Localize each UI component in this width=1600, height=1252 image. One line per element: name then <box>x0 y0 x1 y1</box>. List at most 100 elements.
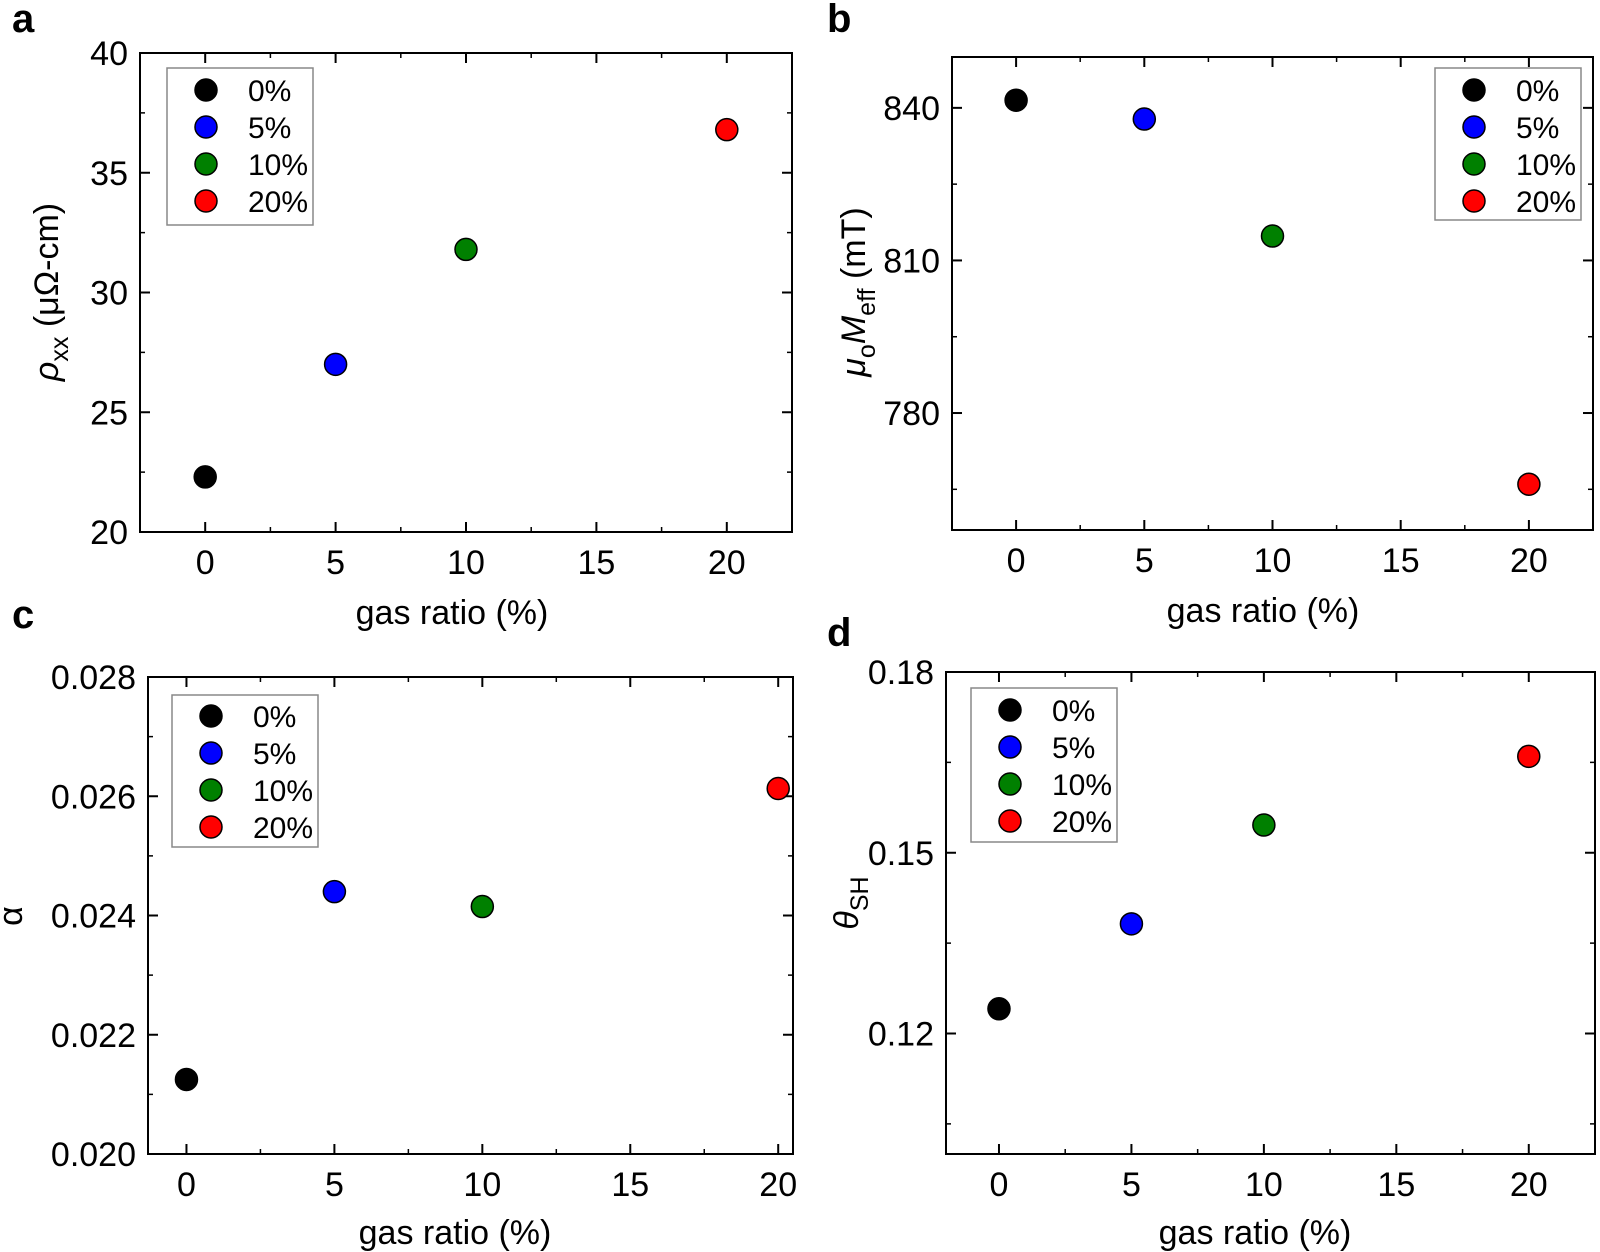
x-tick-label-b-4: 20 <box>1510 542 1548 580</box>
data-point-a-1 <box>323 352 348 377</box>
legend-label-c-1: 5% <box>253 738 296 771</box>
legend-label-a-0: 0% <box>248 75 291 108</box>
y-axis-label-c: α <box>0 906 30 926</box>
points-a <box>193 117 739 489</box>
legend-marker-c-1 <box>199 741 223 765</box>
legend-marker-b-3 <box>1462 189 1486 213</box>
legend-box-c <box>171 694 319 848</box>
x-tick-label-c-0: 0 <box>177 1166 196 1204</box>
legend-box-d <box>970 687 1118 843</box>
y-axis-label-b: μoMeff (mT) <box>835 207 881 377</box>
x-tick-label-c-4: 20 <box>759 1166 797 1204</box>
y-tick-label-c-2: 0.024 <box>51 898 136 936</box>
data-point-a-2 <box>454 237 478 262</box>
x-tick-label-d-3: 15 <box>1377 1166 1415 1204</box>
x-axis-label-b: gas ratio (%) <box>1167 592 1360 630</box>
y-axis-symbol-a: ρ <box>28 362 66 382</box>
y-tick-label-a-0: 20 <box>90 514 128 552</box>
legend-label-b-1: 5% <box>1516 112 1559 145</box>
y-axis-rest-a: (μΩ-cm) <box>28 203 66 337</box>
y-tick-label-c-4: 0.028 <box>51 659 136 697</box>
x-tick-label-b-2: 10 <box>1254 542 1292 580</box>
x-tick-label-a-0: 0 <box>196 544 215 582</box>
legend-marker-c-2 <box>199 778 223 802</box>
data-point-c-0 <box>174 1067 199 1092</box>
x-tick-label-b-0: 0 <box>1007 542 1026 580</box>
x-tick-label-b-3: 15 <box>1382 542 1420 580</box>
y-axis-sub2-b: eff <box>853 288 881 315</box>
legend-marker-a-3 <box>194 189 218 213</box>
legend-label-b-3: 20% <box>1516 186 1576 219</box>
data-point-d-0 <box>987 997 1011 1021</box>
x-tick-label-d-4: 20 <box>1510 1166 1548 1204</box>
panel-letter-a: a <box>12 0 35 41</box>
legend-marker-d-0 <box>998 698 1022 722</box>
y-tick-label-d-0: 0.12 <box>868 1016 934 1054</box>
y-axis-label-a: ρxx (μΩ-cm) <box>28 203 74 382</box>
panel-a: a 0 5 10 15 20 20 25 30 35 40 gas ratio (%) ρxx (… <box>12 0 793 632</box>
y-tick-label-d-2: 0.18 <box>868 654 934 692</box>
y-tick-label-d-1: 0.15 <box>868 835 934 873</box>
legend-label-c-3: 20% <box>253 812 313 845</box>
y-axis-sub-b: o <box>853 344 881 358</box>
data-point-d-3 <box>1517 744 1541 769</box>
legend-marker-a-1 <box>194 115 218 139</box>
y-tick-label-c-1: 0.022 <box>51 1017 136 1055</box>
ticks-c: 0 5 10 15 20 0.020 0.022 0.024 0.026 0.028 <box>51 659 797 1204</box>
panel-d: d 0 5 10 15 20 0.12 0.15 0.18 gas ratio (%) θSH… <box>827 611 1596 1252</box>
x-tick-label-a-2: 10 <box>447 544 485 582</box>
x-tick-label-d-0: 0 <box>990 1166 1009 1204</box>
panel-b: b 0 5 10 15 20 780 810 840 gas ratio (%) μoMeff… <box>827 0 1594 630</box>
legend-label-c-0: 0% <box>253 701 296 734</box>
legend-c: 0% 5% 10% 20% <box>171 694 319 848</box>
panel-letter-c: c <box>12 593 34 637</box>
x-axis-label-c: gas ratio (%) <box>359 1214 552 1252</box>
y-axis-label-d: θSH <box>828 876 874 929</box>
y-axis-symbol2-b: M <box>835 315 873 344</box>
legend-marker-a-0 <box>194 78 218 102</box>
legend-a: 0% 5% 10% 20% <box>166 67 314 226</box>
data-point-c-3 <box>766 776 790 801</box>
legend-box-a <box>166 67 314 226</box>
y-axis-symbol-b: μ <box>835 358 873 378</box>
panel-c: c 0 5 10 15 20 0.020 0.022 0.024 0.026 0.028 gas … <box>0 593 797 1252</box>
legend-label-b-2: 10% <box>1516 149 1576 182</box>
x-tick-label-c-1: 5 <box>325 1166 344 1204</box>
x-tick-label-c-3: 15 <box>611 1166 649 1204</box>
legend-marker-b-1 <box>1462 115 1486 139</box>
legend-label-c-2: 10% <box>253 775 313 808</box>
y-axis-symbol-c: α <box>0 906 30 926</box>
legend-label-a-2: 10% <box>248 149 308 182</box>
x-axis-label-a: gas ratio (%) <box>356 594 549 632</box>
legend-label-b-0: 0% <box>1516 75 1559 108</box>
x-tick-label-d-2: 10 <box>1245 1166 1283 1204</box>
legend-marker-d-2 <box>998 772 1022 796</box>
x-tick-label-a-3: 15 <box>577 544 615 582</box>
x-tick-label-b-1: 5 <box>1135 542 1154 580</box>
legend-label-d-2: 10% <box>1052 769 1112 802</box>
legend-box-b <box>1434 67 1582 221</box>
y-tick-label-c-3: 0.026 <box>51 778 136 816</box>
data-point-d-2 <box>1252 813 1276 837</box>
ticks-d: 0 5 10 15 20 0.12 0.15 0.18 <box>868 654 1595 1204</box>
legend-d: 0% 5% 10% 20% <box>970 687 1118 843</box>
panel-letter-b: b <box>827 0 851 41</box>
legend-marker-a-2 <box>194 152 218 176</box>
y-tick-label-a-1: 25 <box>90 394 128 432</box>
ticks-a: 0 5 10 15 20 20 25 30 35 40 <box>90 35 792 582</box>
y-axis-sub-a: xx <box>46 336 74 362</box>
x-tick-label-a-1: 5 <box>326 544 345 582</box>
legend-marker-b-2 <box>1462 152 1486 176</box>
ticks-b: 0 5 10 15 20 780 810 840 <box>883 57 1593 580</box>
legend-label-d-1: 5% <box>1052 732 1095 765</box>
legend-label-d-3: 20% <box>1052 806 1112 839</box>
y-tick-label-b-2: 840 <box>883 90 940 128</box>
legend-marker-c-0 <box>199 704 223 728</box>
y-tick-label-b-0: 780 <box>883 395 940 433</box>
y-tick-label-b-1: 810 <box>883 242 940 280</box>
legend-marker-d-3 <box>998 809 1022 833</box>
y-tick-label-c-0: 0.020 <box>51 1136 136 1174</box>
points-c <box>174 776 790 1092</box>
legend-label-d-0: 0% <box>1052 695 1095 728</box>
